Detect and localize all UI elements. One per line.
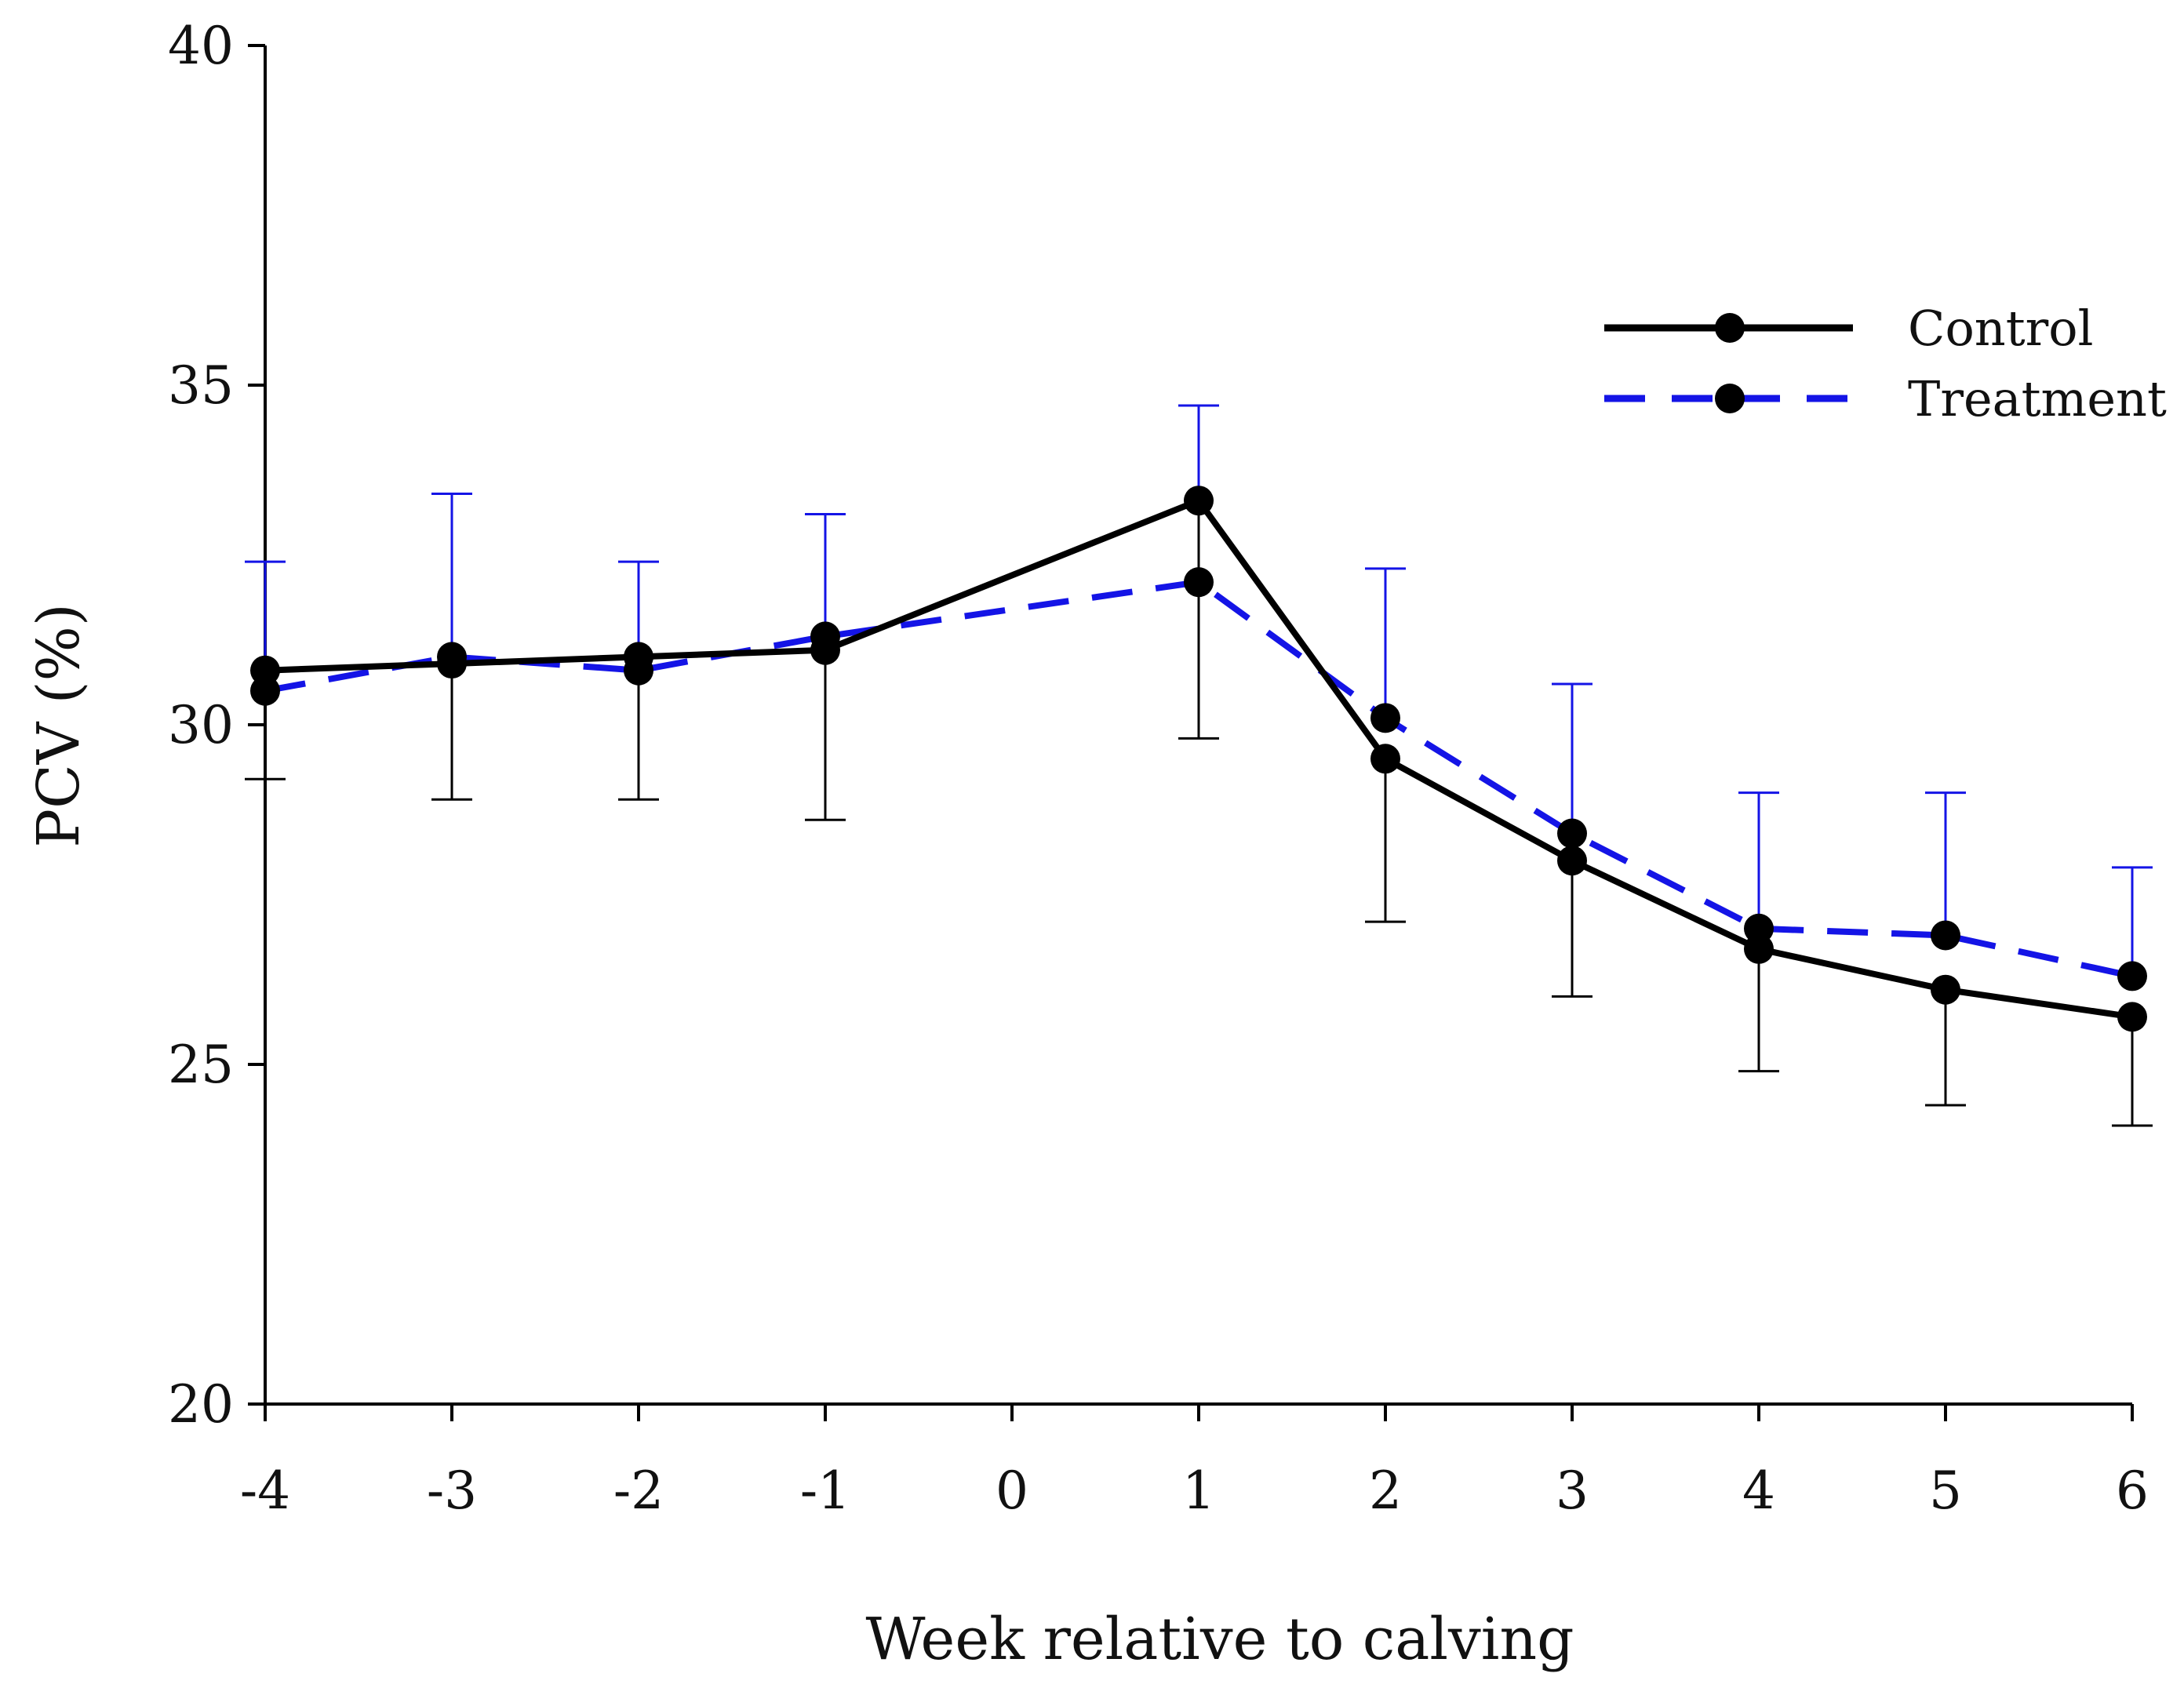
- x-axis-title: Week relative to calving: [866, 1606, 1574, 1673]
- x-tick-label--1: -1: [800, 1461, 850, 1521]
- legend-marker-control: [1715, 313, 1745, 343]
- data-point-control-1: [437, 649, 467, 679]
- x-tick-label-2: 2: [1369, 1461, 1402, 1521]
- error-bars-group: [245, 404, 2153, 1127]
- series-line-treatment: [264, 579, 2133, 980]
- y-tick-label-35: 35: [168, 355, 234, 416]
- x-tick-label-5: 5: [1929, 1461, 1962, 1521]
- x-tick-label-6: 6: [2116, 1461, 2149, 1521]
- axes-group: [248, 44, 2134, 1421]
- data-point-treatment-0: [250, 675, 280, 706]
- data-point-control-5: [1370, 744, 1400, 774]
- data-point-control-0: [250, 655, 280, 686]
- x-tick-label--4: -4: [240, 1461, 290, 1521]
- x-tick-label-0: 0: [996, 1461, 1028, 1521]
- data-point-control-8: [1931, 974, 1960, 1005]
- legend-label-control: Control: [1908, 300, 2093, 357]
- y-tick-label-25: 25: [168, 1035, 234, 1095]
- data-point-control-2: [624, 642, 653, 672]
- data-points-group: [250, 486, 2147, 1032]
- y-tick-label-20: 20: [168, 1374, 234, 1435]
- x-tick-label-4: 4: [1742, 1461, 1775, 1521]
- data-point-control-3: [810, 635, 840, 665]
- x-tick-label-1: 1: [1182, 1461, 1215, 1521]
- series-line-control: [264, 497, 2133, 1020]
- data-point-control-9: [2117, 1002, 2147, 1032]
- x-tick-label-3: 3: [1556, 1461, 1589, 1521]
- y-tick-label-40: 40: [168, 16, 234, 76]
- series-lines-group: [264, 497, 2133, 1020]
- legend-label-treatment: Treatment: [1908, 370, 2167, 427]
- data-point-control-4: [1184, 486, 1214, 516]
- tick-labels-group: 20 25 30 35 40 -4 -3 -2 -1 0 1 2 3 4 5 6: [168, 16, 2149, 1521]
- x-tick-label--2: -2: [613, 1461, 664, 1521]
- data-point-treatment-5: [1370, 703, 1400, 733]
- axis-titles-group: Week relative to calving PCV (%): [25, 603, 1574, 1673]
- data-point-control-6: [1557, 846, 1587, 876]
- x-tick-label--3: -3: [427, 1461, 477, 1521]
- y-axis-title: PCV (%): [25, 603, 93, 847]
- legend-marker-treatment: [1715, 384, 1745, 413]
- data-point-treatment-8: [1931, 920, 1960, 951]
- data-point-treatment-9: [2117, 961, 2147, 991]
- data-point-treatment-4: [1184, 567, 1214, 598]
- y-tick-label-30: 30: [168, 695, 234, 755]
- data-point-treatment-7: [1744, 913, 1774, 944]
- legend: Control Treatment: [1604, 300, 2167, 427]
- data-point-control-7: [1744, 933, 1774, 964]
- data-point-treatment-6: [1557, 818, 1587, 849]
